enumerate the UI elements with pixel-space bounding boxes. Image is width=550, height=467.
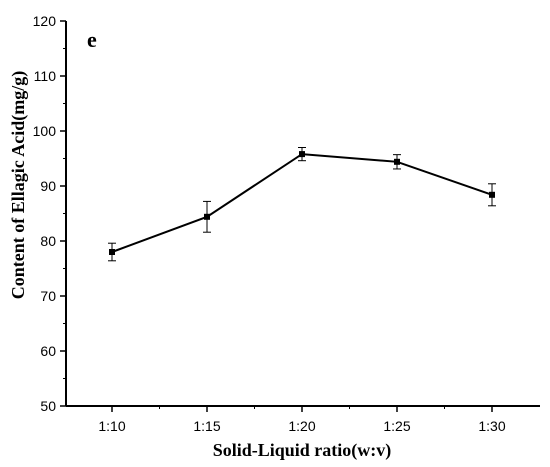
data-point xyxy=(204,214,210,220)
series xyxy=(108,148,496,261)
axes xyxy=(66,21,540,406)
x-tick-label: 1:15 xyxy=(193,418,220,434)
data-point xyxy=(299,151,305,157)
y-tick-label: 90 xyxy=(40,178,56,194)
y-tick-label: 50 xyxy=(40,398,56,414)
data-point xyxy=(109,249,115,255)
x-tick-label: 1:25 xyxy=(383,418,410,434)
y-tick-label: 100 xyxy=(33,123,57,139)
x-axis-label: Solid-Liquid ratio(w:v) xyxy=(213,440,392,461)
y-tick-label: 110 xyxy=(34,68,57,84)
data-point xyxy=(489,192,495,198)
panel-label: e xyxy=(87,27,97,52)
y-axis-label: Content of Ellagic Acid(mg/g) xyxy=(8,71,29,299)
x-tick-label: 1:20 xyxy=(288,418,315,434)
data-point xyxy=(394,159,400,165)
y-tick-label: 60 xyxy=(40,343,56,359)
y-tick-label: 70 xyxy=(40,288,56,304)
tick-marks xyxy=(60,21,492,412)
x-tick-label: 1:30 xyxy=(478,418,505,434)
y-tick-label: 120 xyxy=(33,13,57,29)
x-tick-label: 1:10 xyxy=(98,418,125,434)
y-tick-labels: 50 60 70 80 90 100 110 120 xyxy=(33,13,57,414)
y-tick-label: 80 xyxy=(40,233,56,249)
x-tick-labels: 1:10 1:15 1:20 1:25 1:30 xyxy=(98,418,505,434)
series-line xyxy=(112,154,492,252)
